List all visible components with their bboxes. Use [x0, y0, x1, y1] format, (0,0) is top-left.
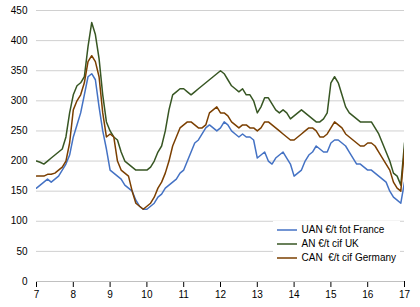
svg-text:200: 200	[11, 155, 28, 166]
svg-text:450: 450	[11, 5, 28, 16]
html-text:AN €/t cif UK: AN €/t cif UK	[301, 238, 359, 249]
svg-text:15: 15	[325, 289, 337, 300]
svg-text:300: 300	[11, 95, 28, 106]
svg-text:10: 10	[141, 289, 153, 300]
svg-text:350: 350	[11, 65, 28, 76]
svg-text:100: 100	[11, 215, 28, 226]
svg-text:400: 400	[11, 35, 28, 46]
svg-text:50: 50	[16, 246, 28, 257]
svg-text:150: 150	[11, 185, 28, 196]
svg-text:250: 250	[11, 125, 28, 136]
svg-text:12: 12	[215, 289, 227, 300]
html-text:UAN €/t fot France: UAN €/t fot France	[301, 224, 385, 235]
svg-text:13: 13	[252, 289, 264, 300]
html-text:CAN €/t cif Germany: CAN €/t cif Germany	[301, 252, 396, 263]
svg-text:16: 16	[362, 289, 374, 300]
svg-text:8: 8	[71, 289, 77, 300]
svg-text:7: 7	[34, 289, 40, 300]
svg-text:14: 14	[289, 289, 301, 300]
svg-text:11: 11	[179, 289, 190, 300]
svg-text:17: 17	[399, 289, 411, 300]
svg-text:0: 0	[22, 276, 28, 287]
svg-text:9: 9	[107, 289, 113, 300]
